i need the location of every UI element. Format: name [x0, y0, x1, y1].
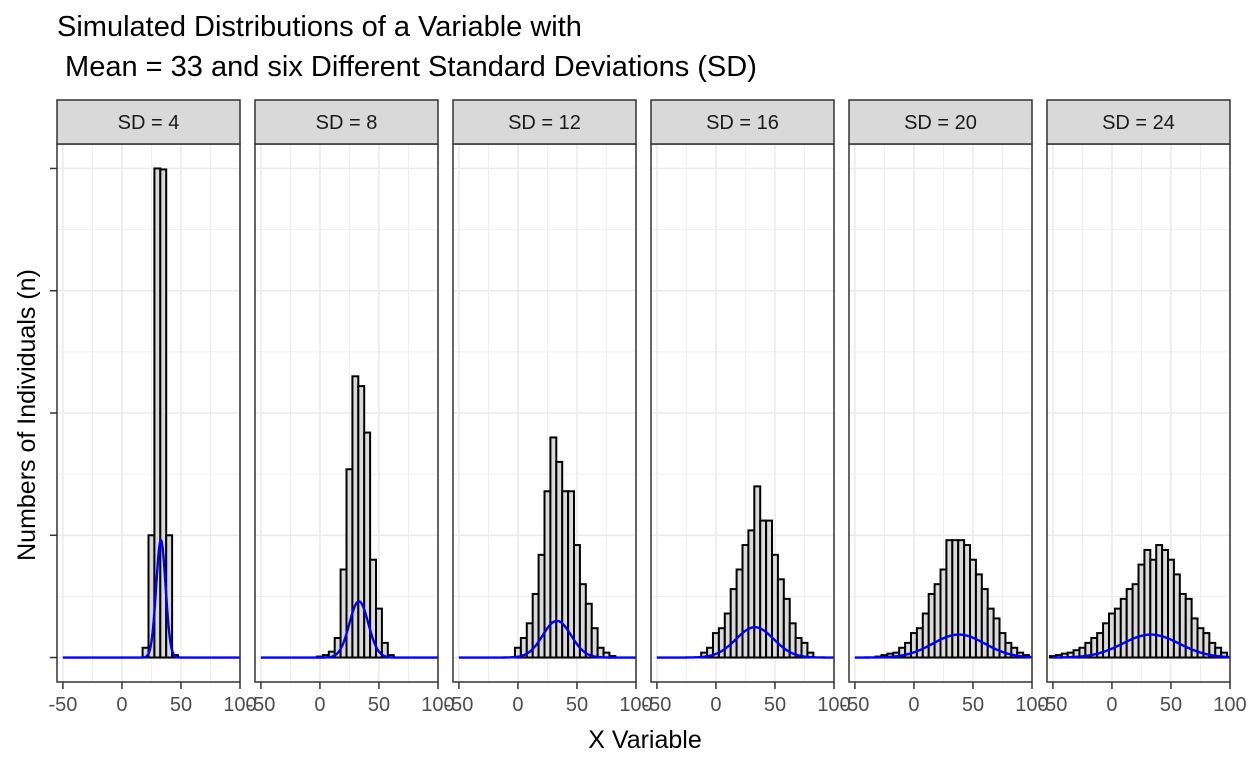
x-tick-label: 50 — [170, 694, 192, 716]
x-axis-title: X Variable — [588, 726, 702, 754]
facet-panels: SD = 4 -50 0 50 100 SD = 8 -50 0 50 100 SD = 12 -50… — [48, 99, 1247, 716]
histogram-bars — [458, 436, 636, 659]
x-tick-label: 0 — [710, 694, 721, 716]
density-curve — [854, 633, 1033, 659]
x-tick-label: 50 — [566, 694, 588, 716]
x-tick-label: -50 — [246, 694, 275, 716]
facet-strip-label: SD = 4 — [118, 112, 180, 134]
y-axis — [50, 167, 57, 659]
histogram-bars — [1048, 544, 1230, 659]
facet-panel: SD = 20 -50 0 50 100 — [840, 99, 1049, 716]
x-tick-label: 50 — [368, 694, 390, 716]
x-axis: -50 0 50 100 — [246, 682, 455, 716]
histogram-bars — [260, 375, 438, 659]
x-axis: -50 0 50 100 — [444, 682, 653, 716]
x-tick-label: 50 — [962, 694, 984, 716]
density-curve — [656, 626, 834, 659]
facet-panel: SD = 8 -50 0 50 100 — [246, 99, 455, 716]
histogram-bars — [854, 539, 1032, 659]
facet-strip-label: SD = 12 — [508, 112, 581, 134]
density-curve — [260, 600, 438, 659]
density-curve — [62, 537, 240, 659]
x-axis: -50 0 50 100 — [840, 682, 1049, 716]
x-tick-label: 0 — [314, 694, 325, 716]
facet-strip-label: SD = 8 — [316, 112, 378, 134]
x-tick-label: -50 — [1038, 694, 1067, 716]
x-tick-label: -50 — [642, 694, 671, 716]
x-axis: -50 0 50 100 — [642, 682, 851, 716]
facet-strip — [650, 99, 835, 145]
x-tick-label: 100 — [421, 694, 454, 716]
y-axis-title: Numbers of Individuals (n) — [13, 269, 41, 561]
density-curve — [458, 619, 636, 659]
x-tick-label: -50 — [48, 694, 77, 716]
x-tick-label: 100 — [817, 694, 850, 716]
x-tick-label: 100 — [619, 694, 652, 716]
x-tick-label: 100 — [223, 694, 256, 716]
facet-strip — [56, 99, 241, 145]
chart-title-line-2: Mean = 33 and six Different Standard Dev… — [57, 51, 757, 83]
density-curve — [1052, 633, 1231, 659]
facet-panel: SD = 16 -50 0 50 100 — [642, 99, 851, 716]
facet-strip — [452, 99, 637, 145]
x-tick-label: -50 — [840, 694, 869, 716]
x-tick-label: 0 — [512, 694, 523, 716]
facet-strip-label: SD = 24 — [1102, 112, 1175, 134]
panel-grid — [651, 144, 835, 682]
facet-panel: SD = 4 -50 0 50 100 — [48, 99, 257, 716]
chart-title-line-1: Simulated Distributions of a Variable wi… — [57, 11, 582, 43]
x-axis: -50 0 50 100 — [1038, 682, 1247, 716]
x-tick-label: 100 — [1213, 694, 1246, 716]
x-axis: -50 0 50 100 — [48, 682, 257, 716]
facet-strip — [848, 99, 1033, 145]
x-tick-label: 0 — [116, 694, 127, 716]
x-tick-label: 0 — [1106, 694, 1117, 716]
facet-strip-label: SD = 20 — [904, 112, 977, 134]
facet-panel: SD = 12 -50 0 50 100 — [444, 99, 653, 716]
x-tick-label: 0 — [908, 694, 919, 716]
facet-strip-label: SD = 16 — [706, 112, 779, 134]
histogram-bars — [62, 167, 240, 659]
facet-strip — [254, 99, 439, 145]
x-tick-label: 50 — [1160, 694, 1182, 716]
x-tick-label: -50 — [444, 694, 473, 716]
x-tick-label: 100 — [1015, 694, 1048, 716]
chart-title: Simulated Distributions of a Variable wi… — [57, 11, 757, 83]
facet-strip — [1046, 99, 1231, 145]
facet-panel: SD = 24 -50 0 50 100 — [1038, 99, 1247, 716]
x-tick-label: 50 — [764, 694, 786, 716]
